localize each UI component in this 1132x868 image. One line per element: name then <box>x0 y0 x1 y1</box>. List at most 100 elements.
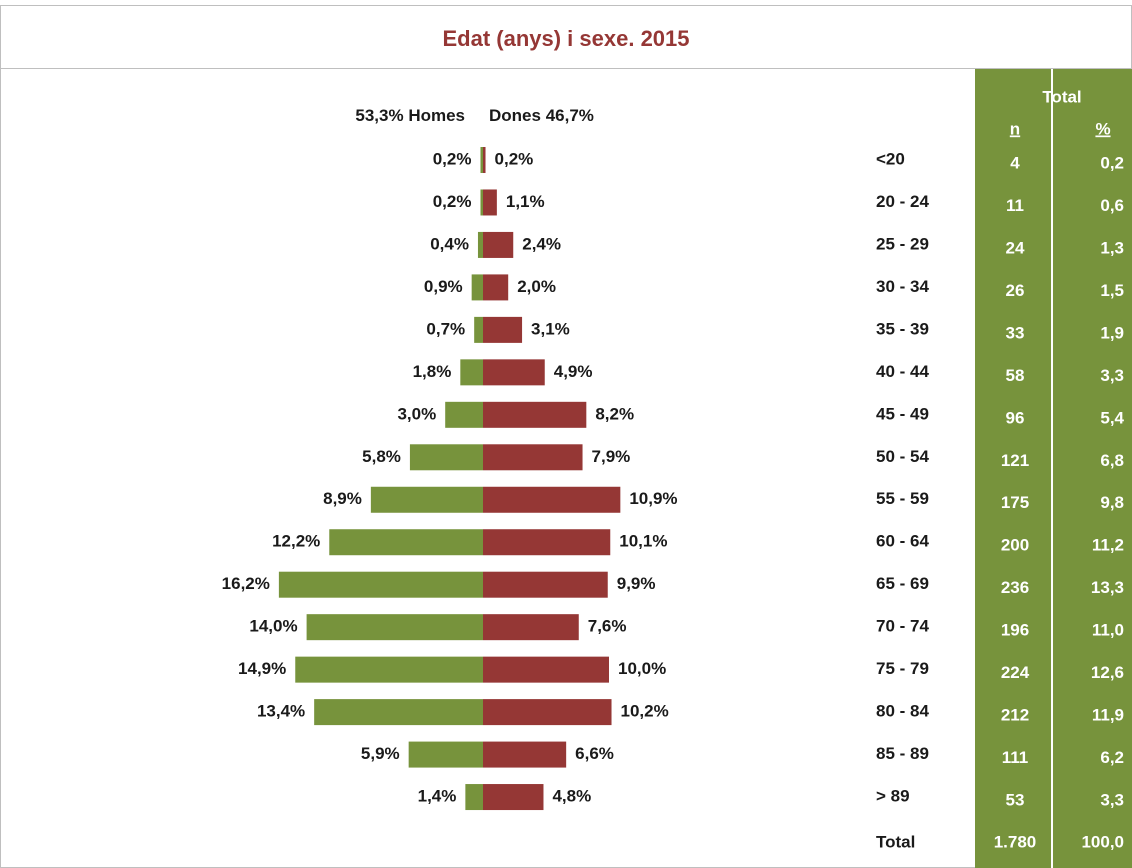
table-cell: 0,6 <box>1100 196 1124 215</box>
value-label: 9,9% <box>617 574 656 593</box>
age-label: 30 - 34 <box>876 277 929 296</box>
bar <box>483 401 587 428</box>
age-label: 35 - 39 <box>876 319 929 338</box>
bar <box>483 486 621 513</box>
value-label: 6,6% <box>575 744 614 763</box>
value-label: 5,9% <box>361 744 400 763</box>
value-label: 1,1% <box>506 192 545 211</box>
table-cell: 58 <box>1006 366 1025 385</box>
value-label: 14,9% <box>238 659 286 678</box>
table-cell: 121 <box>1001 451 1029 470</box>
value-label: 1,8% <box>413 362 452 381</box>
table-cell: 1.780 <box>994 832 1037 851</box>
legend-share: 53,3% <box>355 106 403 125</box>
bar <box>483 359 545 386</box>
bar <box>483 741 567 768</box>
legend-share: 46,7% <box>546 106 594 125</box>
bar <box>483 316 523 343</box>
bar <box>408 741 483 768</box>
bar <box>465 784 483 811</box>
table-cell: 5,4 <box>1100 408 1124 427</box>
bar <box>477 231 483 258</box>
bar <box>483 699 612 726</box>
age-label: 50 - 54 <box>876 447 929 466</box>
bar <box>471 274 483 301</box>
table-cell: 6,8 <box>1100 451 1124 470</box>
frame <box>0 5 1132 868</box>
bar <box>483 231 514 258</box>
legend-name: Homes <box>408 106 465 125</box>
table-cell: 33 <box>1006 323 1025 342</box>
bar <box>483 274 509 301</box>
age-label: 65 - 69 <box>876 574 929 593</box>
table-cell: 11,0 <box>1092 621 1124 640</box>
value-label: 7,6% <box>588 617 627 636</box>
bar <box>409 444 483 471</box>
bar <box>480 147 483 173</box>
value-label: 8,2% <box>595 404 634 423</box>
table-cell: 11,2 <box>1092 536 1124 555</box>
bar <box>480 189 483 216</box>
value-label: 0,4% <box>430 234 469 253</box>
table-cell: 212 <box>1001 706 1029 725</box>
bar <box>445 401 483 428</box>
table-cell: 13,3 <box>1091 578 1124 597</box>
age-label: 20 - 24 <box>876 192 929 211</box>
value-label: 10,0% <box>618 659 666 678</box>
value-label: 3,0% <box>397 404 436 423</box>
table-cell: 1,5 <box>1100 281 1124 300</box>
value-label: 13,4% <box>257 702 305 721</box>
age-label: 75 - 79 <box>876 659 929 678</box>
table-cell: 0,2 <box>1100 153 1124 172</box>
age-label: 85 - 89 <box>876 744 929 763</box>
age-label: <20 <box>876 149 905 168</box>
age-label: 60 - 64 <box>876 532 929 551</box>
legend-homes: 53,3% Homes <box>355 106 465 125</box>
value-label: 4,9% <box>554 362 593 381</box>
table-header: n <box>1010 119 1020 138</box>
table-cell: 9,8 <box>1100 493 1124 512</box>
value-label: 0,9% <box>424 277 463 296</box>
value-label: 0,2% <box>495 149 534 168</box>
age-label: 80 - 84 <box>876 702 929 721</box>
table-cell: 200 <box>1001 536 1029 555</box>
table-cell: 96 <box>1006 408 1025 427</box>
bar <box>483 656 609 683</box>
table-cell: 3,3 <box>1100 791 1124 810</box>
bar <box>483 784 544 811</box>
table-header: % <box>1095 119 1110 138</box>
table-cell: 224 <box>1001 663 1030 682</box>
value-label: 0,7% <box>426 319 465 338</box>
value-label: 10,2% <box>621 702 669 721</box>
age-label: 25 - 29 <box>876 234 929 253</box>
age-label: 55 - 59 <box>876 489 929 508</box>
age-label: 40 - 44 <box>876 362 929 381</box>
age-label: > 89 <box>876 787 910 806</box>
bar <box>474 316 483 343</box>
bar <box>483 189 497 216</box>
table-cell: 1,3 <box>1100 238 1124 257</box>
legend-dones: Dones 46,7% <box>489 106 594 125</box>
chart-title: Edat (anys) i sexe. 2015 <box>442 26 689 51</box>
table-cell: 111 <box>1002 748 1029 767</box>
table-cell: 3,3 <box>1100 366 1124 385</box>
table-cell: 12,6 <box>1091 663 1124 682</box>
value-label: 10,1% <box>619 532 667 551</box>
value-label: 2,0% <box>517 277 556 296</box>
bar <box>295 656 483 683</box>
value-label: 0,2% <box>433 149 472 168</box>
table-cell: 196 <box>1001 621 1029 640</box>
table-cell: 6,2 <box>1100 748 1124 767</box>
value-label: 14,0% <box>249 617 297 636</box>
table-title: Total <box>1042 87 1081 106</box>
table-cell: 4 <box>1010 153 1020 172</box>
age-label: 45 - 49 <box>876 404 929 423</box>
table-cell: 236 <box>1001 578 1029 597</box>
table-cell: 1,9 <box>1100 323 1124 342</box>
table-cell: 175 <box>1001 493 1029 512</box>
age-label: 70 - 74 <box>876 617 929 636</box>
value-label: 0,2% <box>433 192 472 211</box>
value-label: 1,4% <box>418 787 457 806</box>
table-background <box>975 69 1132 868</box>
